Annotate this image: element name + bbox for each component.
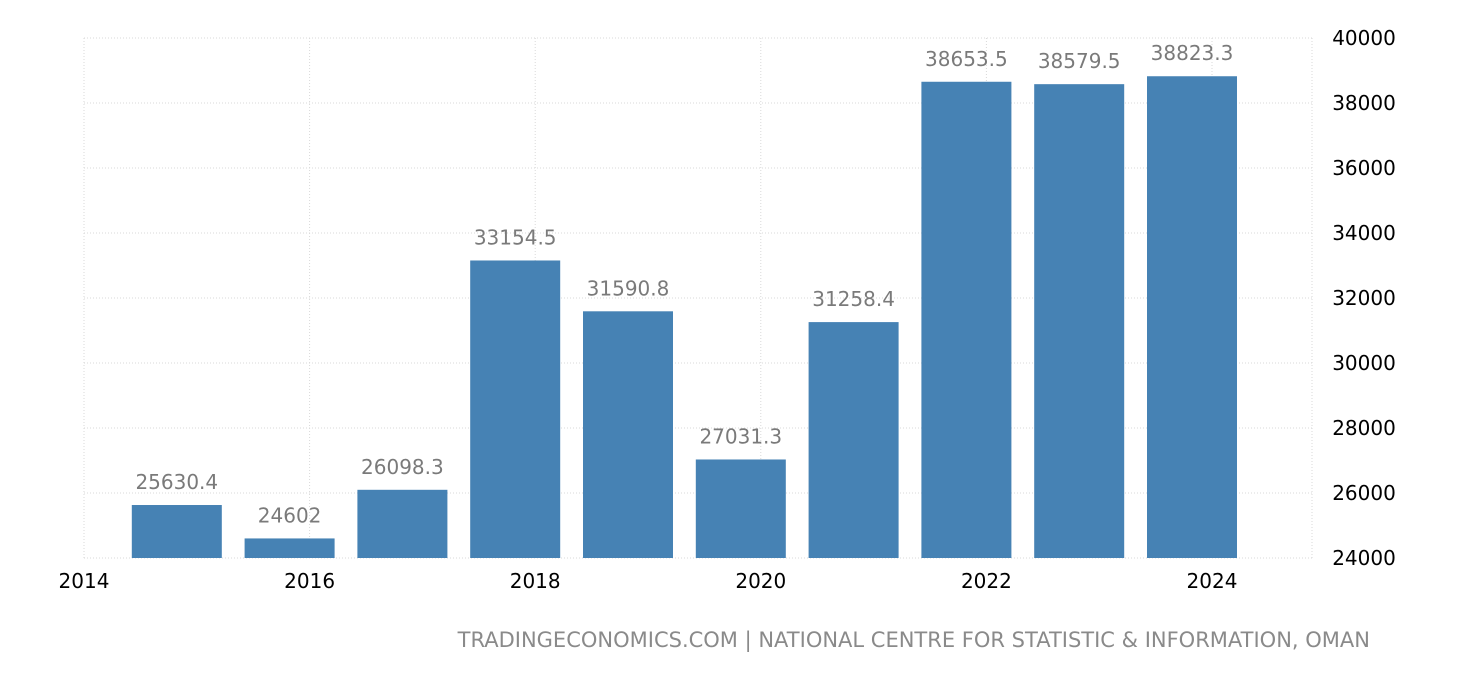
data-label-2017: 26098.3 xyxy=(361,455,444,479)
data-label-2024: 38823.3 xyxy=(1151,41,1234,65)
data-label-2018: 33154.5 xyxy=(474,225,557,249)
source-attribution: TRADINGECONOMICS.COM | NATIONAL CENTRE F… xyxy=(457,628,1370,652)
y-tick-label: 36000 xyxy=(1332,156,1396,180)
y-axis: 24000 26000 28000 30000 32000 34000 36000 38000… xyxy=(1332,26,1396,570)
bar-2017 xyxy=(357,489,448,558)
x-tick-label: 2014 xyxy=(59,569,110,593)
x-axis: 2014 2016 2018 2020 2022 2024 xyxy=(59,569,1238,593)
bar-2023 xyxy=(1034,84,1125,558)
bar-2021 xyxy=(808,322,899,558)
bar-2015 xyxy=(131,505,222,558)
y-tick-label: 34000 xyxy=(1332,221,1396,245)
bar-2022 xyxy=(921,81,1012,558)
x-tick-label: 2016 xyxy=(284,569,335,593)
bar-2016 xyxy=(244,538,335,558)
y-tick-label: 40000 xyxy=(1332,26,1396,50)
data-label-2015: 25630.4 xyxy=(135,470,218,494)
y-tick-label: 32000 xyxy=(1332,286,1396,310)
data-label-2023: 38579.5 xyxy=(1038,49,1121,73)
y-tick-label: 30000 xyxy=(1332,351,1396,375)
y-tick-label: 26000 xyxy=(1332,481,1396,505)
bar-2020 xyxy=(695,459,786,558)
y-tick-label: 24000 xyxy=(1332,546,1396,570)
bars xyxy=(131,76,1237,559)
bar-2019 xyxy=(583,311,673,558)
bar-2018 xyxy=(470,260,561,558)
y-tick-label: 28000 xyxy=(1332,416,1396,440)
data-label-2020: 27031.3 xyxy=(699,424,782,448)
data-labels: 25630.4 24602 26098.3 33154.5 31590.8 27031.3… xyxy=(135,41,1233,527)
data-label-2021: 31258.4 xyxy=(812,287,895,311)
x-tick-label: 2018 xyxy=(510,569,561,593)
data-label-2016: 24602 xyxy=(258,503,322,527)
x-tick-label: 2024 xyxy=(1187,569,1238,593)
y-tick-label: 38000 xyxy=(1332,91,1396,115)
x-tick-label: 2022 xyxy=(961,569,1012,593)
data-label-2022: 38653.5 xyxy=(925,47,1008,71)
bar-2024 xyxy=(1147,76,1237,559)
data-label-2019: 31590.8 xyxy=(587,276,670,300)
x-tick-label: 2020 xyxy=(735,569,786,593)
